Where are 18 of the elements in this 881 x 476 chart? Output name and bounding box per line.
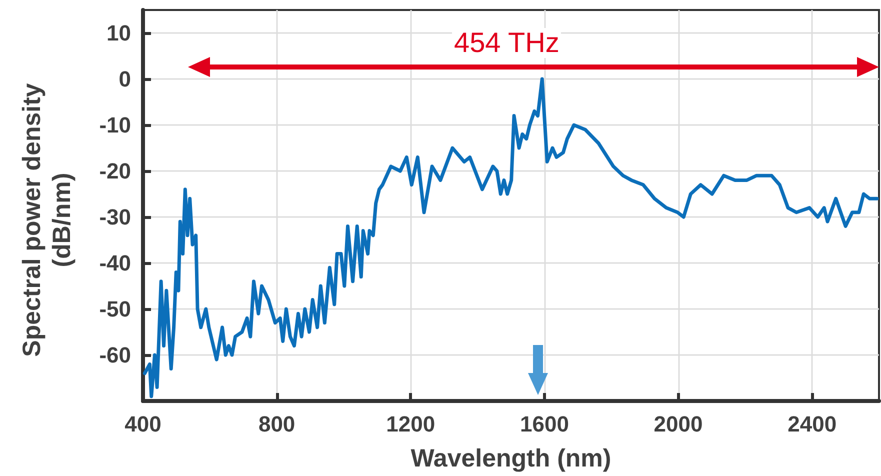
line-series [142, 77, 879, 398]
y-tick-label: -30 [99, 204, 131, 230]
y-tick-label: -50 [99, 296, 131, 322]
annotation: 454 THz [452, 27, 562, 58]
x-tick-label: 800 [258, 412, 296, 436]
y-tick-label: 10 [106, 20, 131, 46]
x-tick-label: 2400 [788, 412, 837, 436]
x-tick-label: 1200 [386, 412, 436, 436]
x-tick-label: 2000 [654, 412, 703, 436]
y-axis-title: Spectral power density (dB/nm) [17, 82, 77, 359]
y-tick-label: -10 [99, 112, 131, 138]
x-axis-title: Wavelength (nm) [410, 444, 612, 472]
y-tick-label: -40 [99, 250, 131, 276]
y-tick-label: 0 [118, 66, 131, 92]
x-tick-label: 400 [124, 412, 162, 436]
y-tick-label: -60 [99, 342, 131, 368]
x-tick-label: 1600 [520, 412, 569, 436]
y-tick-label: -20 [99, 158, 131, 184]
